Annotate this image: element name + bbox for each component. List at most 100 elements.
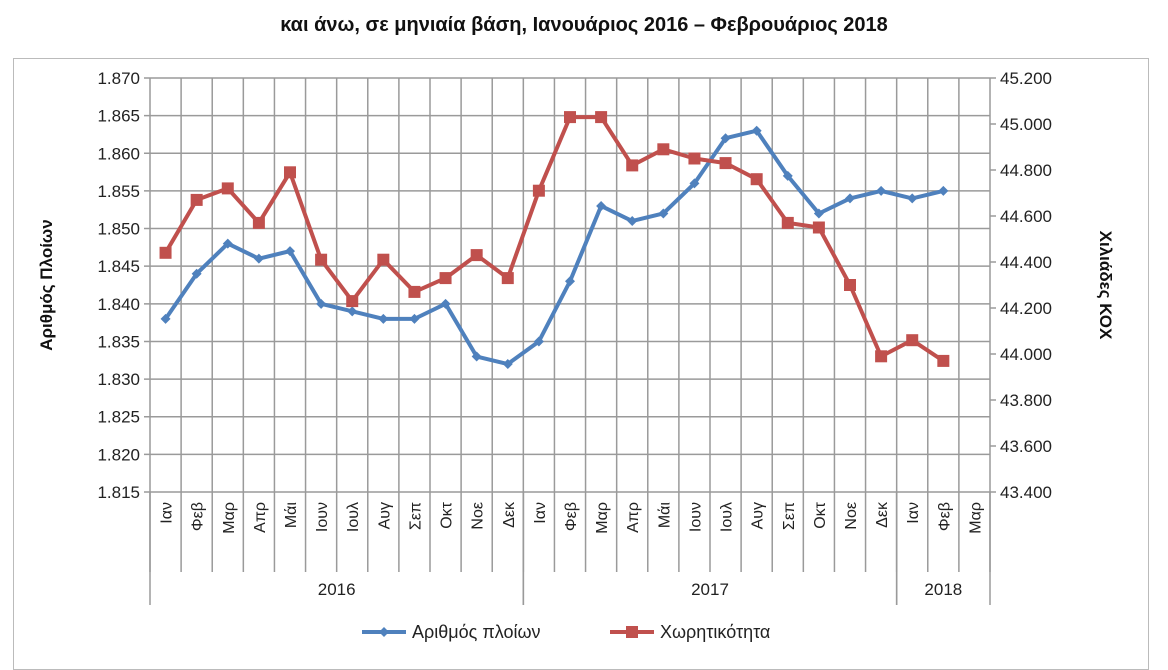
x-tick-label: Μάι [283,502,300,529]
x-tick-label: Μαρ [221,502,238,534]
x-tick-label: Ιουλ [719,502,736,532]
x-tick-label: Απρ [252,502,269,533]
y2-tick-label: 44.400 [1000,253,1052,272]
data-point-marker [719,157,732,170]
data-point-marker [440,298,451,309]
data-point-marker [284,166,296,179]
data-point-marker [191,268,202,279]
y-tick-label: 1.865 [97,107,140,126]
data-point-marker [347,306,358,317]
data-point-marker [346,295,359,308]
y2-tick-label: 43.400 [1000,483,1052,502]
data-point-marker [532,184,545,197]
data-point-marker [626,159,639,172]
legend-marker [379,627,389,637]
year-label: 2017 [691,580,729,599]
year-label: 2016 [318,580,356,599]
legend-marker [626,626,638,638]
data-point-marker [689,178,700,189]
x-tick-label: Οκτ [439,501,456,528]
data-point-marker [159,246,172,259]
data-point-marker [316,298,327,309]
x-tick-label: Μαρ [967,502,984,534]
data-point-marker [409,313,420,324]
data-point-marker [782,170,793,181]
data-point-marker [565,276,575,287]
data-point-marker [750,173,763,186]
x-tick-label: Σεπ [781,502,798,530]
data-point-marker [781,216,794,229]
y2-tick-label: 45.000 [1000,115,1052,134]
data-point-marker [190,193,203,206]
data-point-marker [595,111,608,124]
data-point-marker [875,350,888,363]
x-tick-label: Δεκ [874,501,891,528]
x-tick-label: Ιουν [314,502,331,532]
data-point-marker [471,351,482,362]
y-tick-label: 1.830 [97,370,140,389]
data-point-marker [812,221,825,234]
y2-axis-title: Χιλιάδες ΚΟΧ [1096,231,1115,340]
y2-tick-label: 44.600 [1000,207,1052,226]
x-tick-label: Ιουν [687,502,704,532]
y-tick-label: 1.835 [97,332,140,351]
data-point-marker [564,111,576,124]
x-tick-label: Φεβ [563,502,580,531]
data-point-marker [876,185,887,196]
x-tick-label: Ιουλ [345,502,362,532]
data-point-marker [844,279,856,291]
y-axis-title: Αριθμός Πλοίων [37,219,56,351]
x-tick-label: Απρ [625,502,642,533]
y-tick-label: 1.840 [97,295,140,314]
x-tick-label: Νοε [470,502,487,530]
x-tick-label: Ιαν [159,502,176,524]
year-label: 2018 [924,580,962,599]
data-point-marker [533,336,544,347]
data-point-marker [907,193,918,204]
y-tick-label: 1.860 [97,144,140,163]
data-point-marker [657,143,670,156]
data-point-marker [720,133,731,144]
x-tick-label: Ιαν [905,502,922,524]
data-point-marker [470,249,483,262]
x-tick-label: Ιαν [532,502,549,524]
data-point-marker [377,253,390,266]
data-point-marker [502,359,513,370]
series-line-1 [163,128,944,367]
y-tick-label: 1.845 [97,257,140,276]
data-point-marker [627,216,638,227]
x-tick-label: Οκτ [812,501,829,528]
data-point-marker [221,182,234,195]
x-tick-label: Φεβ [936,502,953,531]
data-point-marker [439,272,452,285]
x-tick-label: Αυγ [750,502,767,529]
y2-tick-label: 45.200 [1000,69,1052,88]
y2-tick-label: 44.800 [1000,161,1052,180]
data-point-marker [378,313,389,324]
data-point-marker [596,200,607,211]
y2-tick-label: 43.600 [1000,437,1052,456]
y-tick-label: 1.815 [97,483,140,502]
x-tick-label: Νοε [843,502,860,530]
y-tick-label: 1.850 [97,220,140,239]
line-chart: 1.815 1.820 1.825 1.830 1.835 1.840 1.845 1.850… [37,69,1115,642]
y2-tick-label: 44.000 [1000,345,1052,364]
y-tick-label: 1.855 [97,182,140,201]
data-point-marker [813,208,824,219]
data-point-marker [751,125,762,136]
x-tick-label: Μάι [656,502,673,529]
data-point-marker [222,238,233,249]
x-tick-label: Αυγ [376,502,393,529]
chart-title: και άνω, σε μηνιαία βάση, Ιανουάριος 201… [280,14,888,36]
x-tick-label: Μαρ [594,502,611,534]
data-point-marker [658,208,669,219]
data-point-marker [315,253,328,266]
y2-tick-label: 44.200 [1000,299,1052,318]
data-point-marker [252,216,265,229]
legend-label: Αριθμός πλοίων [412,622,541,642]
y-tick-label: 1.870 [97,69,140,88]
data-point-marker [408,285,421,298]
data-point-marker [253,253,264,264]
x-tick-label: Δεκ [501,501,518,528]
data-point-marker [937,354,950,367]
